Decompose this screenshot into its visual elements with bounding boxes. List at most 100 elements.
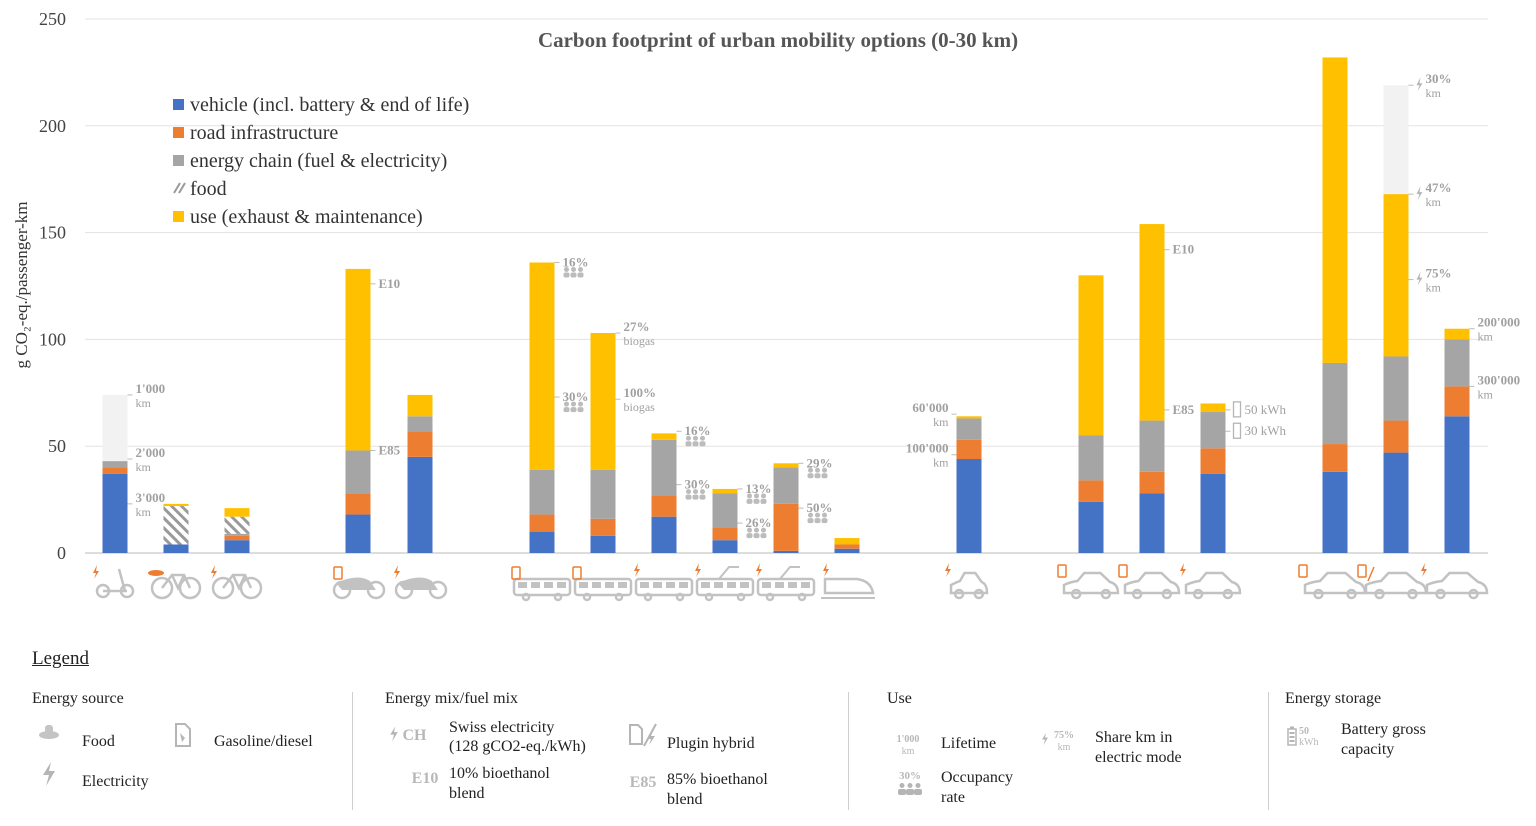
person-body	[814, 518, 821, 524]
pantograph	[779, 566, 800, 580]
lightning-icon	[38, 762, 60, 791]
y-tick-label: 250	[39, 9, 66, 29]
wheel	[1346, 588, 1357, 600]
legend-swatch-food	[173, 182, 186, 194]
person-body	[563, 272, 570, 278]
bus-body	[512, 577, 572, 597]
lightning-icon	[823, 563, 829, 577]
bar-segment	[1078, 275, 1104, 436]
annotation-text: 2'000	[136, 445, 166, 460]
annotation-text: 100%	[624, 385, 657, 400]
energy-storage-heading: Energy storage	[1285, 690, 1382, 707]
wheel	[736, 592, 746, 602]
bar-annotation: 30 kWh	[1225, 422, 1287, 439]
gasoline-car-icon	[1118, 564, 1181, 600]
gasoline-label: Gasoline/diesel	[214, 733, 313, 750]
vehicle-icons	[93, 563, 1489, 602]
bar-segment	[773, 467, 799, 504]
bar-segment	[1383, 420, 1409, 453]
person-body	[563, 407, 570, 413]
person-head	[571, 401, 576, 407]
electric-bus-icon	[634, 563, 694, 602]
lightning-icon	[756, 563, 762, 577]
bus-window	[714, 582, 723, 588]
bar-segment	[163, 503, 189, 507]
swiss-electricity-icon: CH	[389, 726, 441, 745]
fuel-can-icon	[1057, 564, 1067, 578]
share-km-value: 75%	[1054, 730, 1074, 741]
occupancy-label-2: rate	[941, 789, 965, 806]
person-body	[760, 533, 767, 539]
e85-label-1: 85% bioethanol	[667, 771, 768, 788]
bar-stack	[956, 416, 982, 553]
series-legend: vehicle (incl. battery & end of life) roa…	[173, 94, 469, 228]
legend-swatch	[173, 211, 184, 222]
bar-segment	[345, 493, 371, 515]
person-head	[815, 512, 820, 518]
bar-stack	[407, 394, 433, 553]
scooter-frame	[103, 568, 127, 593]
annotation-text: km	[1426, 195, 1442, 209]
bar-segment	[590, 332, 616, 470]
swiss-electricity-label-1: Swiss electricity	[449, 719, 555, 736]
bus-body	[695, 577, 755, 597]
occupancy-symbol: 30%	[893, 770, 927, 799]
bar-annotation: 100%biogas	[615, 385, 657, 414]
e10-symbol: E10	[411, 770, 439, 787]
bar-segment	[712, 527, 738, 541]
e85-symbol: E85	[629, 774, 657, 791]
bar-segment	[224, 533, 250, 536]
wheel	[1222, 588, 1234, 600]
bar-segment	[102, 473, 128, 553]
bar-segment	[407, 456, 433, 553]
annotation-text: 29%	[807, 455, 833, 470]
bar-stack	[773, 463, 799, 553]
bar-segment	[590, 518, 616, 536]
person-body	[753, 533, 760, 539]
bar-annotation: 50 kWh	[1225, 401, 1287, 418]
person-head	[571, 267, 576, 273]
annotation-text: 3'000	[136, 490, 166, 505]
wheel	[1161, 588, 1173, 600]
annotation-text: km	[1478, 330, 1494, 344]
legend-label: food	[190, 178, 227, 200]
bus-window	[618, 582, 627, 588]
person-body	[821, 473, 828, 479]
bus-window	[727, 582, 736, 588]
bar-stack	[1139, 224, 1165, 553]
wheel	[797, 592, 807, 602]
bus-window	[640, 582, 649, 588]
person-head	[693, 489, 698, 495]
lifetime-symbol-value: 1'000	[896, 734, 920, 745]
car-body	[1184, 571, 1242, 595]
person-body	[692, 494, 699, 500]
lightning-icon	[1416, 186, 1423, 201]
bar-annotation: 30%	[554, 389, 589, 413]
wheel	[1313, 588, 1324, 600]
person-head	[822, 512, 827, 518]
energy-source-heading: Energy source	[32, 690, 124, 707]
bar-range-ghost	[102, 394, 128, 462]
lifetime-symbol-unit: km	[901, 746, 915, 757]
food-icon	[36, 724, 62, 747]
wheel	[239, 576, 263, 600]
bar-segment	[712, 540, 738, 553]
fuel-can-icon	[511, 566, 521, 580]
bar-annotation: 47%km	[1408, 180, 1452, 209]
bar-annotation: E10	[1164, 242, 1194, 257]
bar-range-ghost	[1383, 85, 1409, 195]
person-head	[564, 401, 569, 407]
wheel	[953, 588, 965, 600]
bus-window	[788, 582, 797, 588]
bar-annotation: 75%km	[1408, 266, 1452, 295]
fuel-can-icon	[170, 720, 196, 753]
person-head	[686, 489, 691, 495]
lightning-icon	[1416, 271, 1423, 286]
person-body	[746, 498, 753, 504]
bar-segment	[1322, 57, 1348, 363]
lifetime-label: Lifetime	[941, 735, 997, 752]
bus-window	[579, 582, 588, 588]
bar-annotation: 16%	[676, 423, 711, 447]
